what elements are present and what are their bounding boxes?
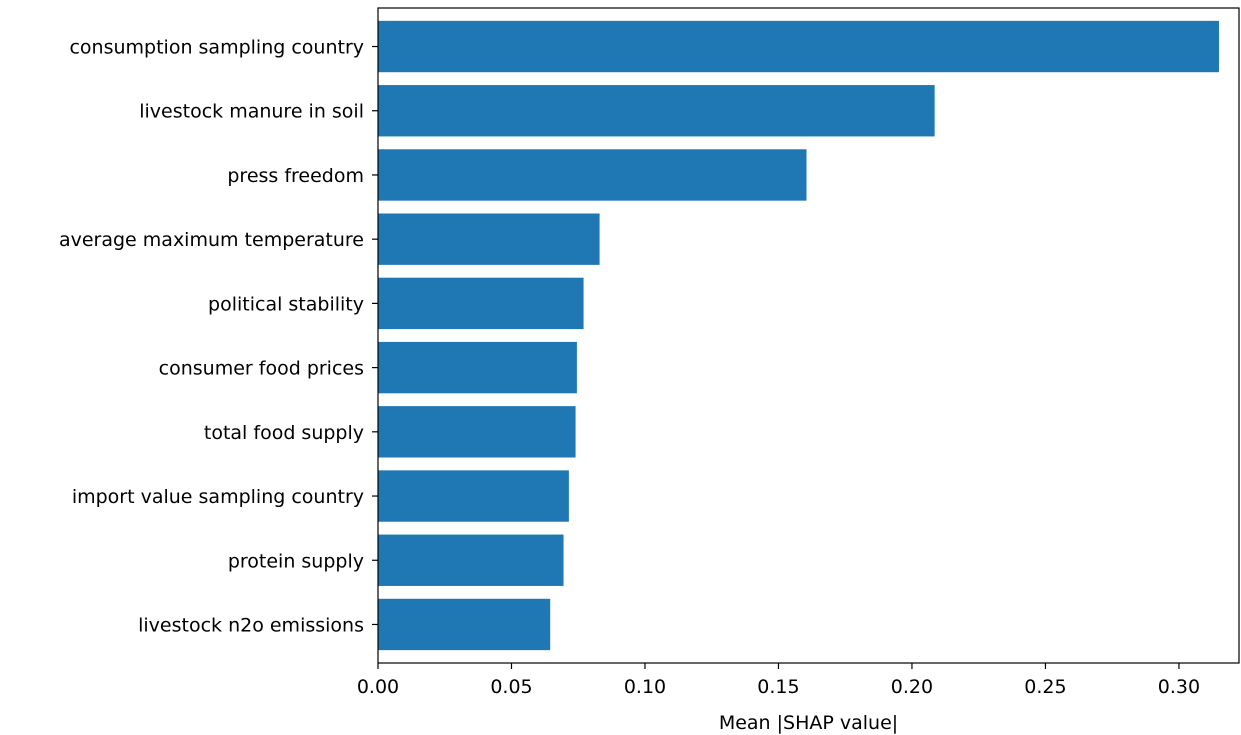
x-tick-label: 0.00 bbox=[357, 676, 399, 698]
y-tick-label: political stability bbox=[208, 293, 364, 315]
bar bbox=[378, 20, 1219, 73]
y-tick-label: consumer food prices bbox=[159, 358, 364, 380]
x-tick-label: 0.25 bbox=[1024, 676, 1066, 698]
x-tick-label: 0.30 bbox=[1158, 676, 1200, 698]
y-tick-label: import value sampling country bbox=[72, 486, 364, 508]
bar bbox=[378, 85, 935, 137]
y-tick-label: average maximum temperature bbox=[59, 229, 364, 251]
y-tick-label: consumption sampling country bbox=[69, 37, 364, 59]
bar bbox=[378, 470, 569, 522]
bar bbox=[378, 406, 576, 458]
bar bbox=[378, 598, 551, 651]
plot-frame bbox=[377, 7, 1240, 664]
bars-group bbox=[378, 20, 1219, 651]
y-tick-label: protein supply bbox=[228, 550, 364, 572]
y-tick-label: press freedom bbox=[227, 165, 364, 187]
bar bbox=[378, 341, 577, 394]
x-tick-label: 0.05 bbox=[490, 676, 532, 698]
bar bbox=[378, 277, 584, 330]
y-tick-label: livestock n2o emissions bbox=[138, 614, 364, 636]
x-axis-label: Mean |SHAP value| bbox=[719, 712, 898, 734]
x-tick-label: 0.15 bbox=[757, 676, 799, 698]
x-tick-label: 0.10 bbox=[624, 676, 666, 698]
x-tick-label: 0.20 bbox=[891, 676, 933, 698]
y-ticks-group: consumption sampling country livestock ma… bbox=[59, 37, 378, 636]
bar bbox=[378, 213, 600, 265]
y-tick-label: livestock manure in soil bbox=[139, 101, 364, 123]
bar bbox=[378, 149, 807, 201]
y-tick-label: total food supply bbox=[204, 422, 364, 444]
x-ticks-group: 0.00 0.05 0.10 0.15 0.20 0.25 0.30 bbox=[357, 663, 1200, 698]
bar bbox=[378, 534, 564, 586]
